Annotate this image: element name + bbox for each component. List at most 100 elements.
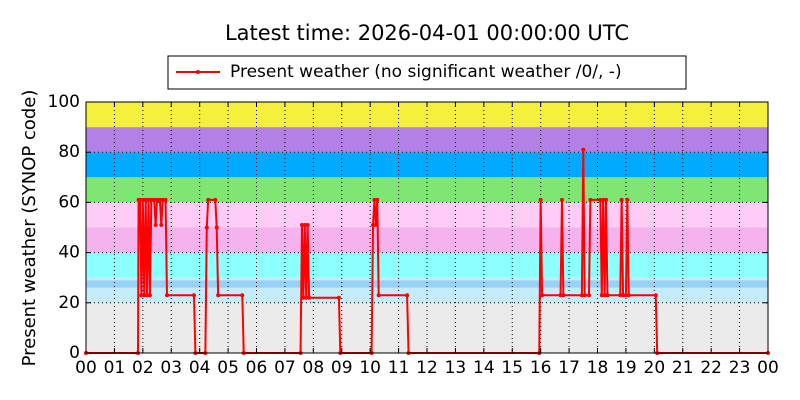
point — [540, 293, 545, 298]
point — [621, 293, 626, 298]
x-tick-label: 16 — [530, 358, 552, 378]
point — [139, 293, 144, 298]
y-tick-label: 40 — [58, 243, 80, 263]
point — [601, 197, 606, 202]
point — [559, 197, 564, 202]
x-tick-label: 20 — [644, 358, 666, 378]
x-tick-label: 00 — [757, 358, 779, 378]
band — [86, 280, 768, 288]
y-tick-label: 20 — [58, 293, 80, 313]
point — [604, 197, 609, 202]
point — [599, 293, 604, 298]
x-tick-label: 10 — [359, 358, 381, 378]
bands — [86, 102, 768, 353]
point — [147, 293, 152, 298]
point — [653, 293, 658, 298]
point — [140, 197, 145, 202]
point — [214, 225, 219, 230]
point — [149, 197, 154, 202]
point — [623, 293, 628, 298]
x-tick-label: 09 — [331, 358, 353, 378]
y-tick-label: 60 — [58, 192, 80, 212]
point — [142, 293, 147, 298]
point — [163, 197, 168, 202]
point — [216, 293, 221, 298]
x-tick-label: 17 — [558, 358, 580, 378]
band — [86, 152, 768, 178]
x-tick-label: 05 — [217, 358, 239, 378]
point — [618, 293, 623, 298]
x-tick-label: 23 — [729, 358, 751, 378]
x-tick-label: 21 — [672, 358, 694, 378]
point — [336, 295, 341, 300]
legend: Present weather (no significant weather … — [176, 62, 622, 82]
point — [619, 197, 624, 202]
y-tick-label: 100 — [48, 92, 80, 112]
point — [371, 222, 376, 227]
point — [375, 197, 380, 202]
point — [302, 222, 307, 227]
x-tick-label: 08 — [303, 358, 325, 378]
x-tick-label: 12 — [416, 358, 438, 378]
point — [605, 293, 610, 298]
x-tick-label: 01 — [104, 358, 126, 378]
point — [299, 222, 304, 227]
x-tick-label: 03 — [160, 358, 182, 378]
point — [213, 197, 218, 202]
legend-label: Present weather (no significant weather … — [230, 62, 622, 82]
point — [204, 225, 209, 230]
chart-title: Latest time: 2026-04-01 00:00:00 UTC — [225, 21, 629, 45]
point — [160, 197, 165, 202]
x-tick-label: 00 — [75, 358, 97, 378]
x-tick-label: 15 — [501, 358, 523, 378]
point — [206, 197, 211, 202]
point — [372, 197, 377, 202]
axes: 0 20 40 60 80 100 00 01 02 03 04 05 06 07 08 09 10 11 12 13… — [48, 92, 779, 378]
point — [143, 197, 148, 202]
x-tick-label: 14 — [473, 358, 495, 378]
point — [145, 293, 150, 298]
point — [137, 197, 142, 202]
point — [164, 293, 169, 298]
point — [157, 197, 162, 202]
legend-marker — [196, 70, 200, 74]
point — [538, 197, 543, 202]
point — [588, 197, 593, 202]
point — [240, 293, 245, 298]
point — [155, 197, 160, 202]
point — [561, 293, 566, 298]
point — [581, 147, 586, 152]
point — [579, 293, 584, 298]
point — [153, 222, 158, 227]
x-tick-label: 22 — [700, 358, 722, 378]
point — [558, 293, 563, 298]
x-tick-label: 07 — [274, 358, 296, 378]
band — [86, 287, 768, 303]
x-tick-label: 04 — [189, 358, 211, 378]
point — [602, 293, 607, 298]
point — [625, 197, 630, 202]
x-tick-label: 02 — [132, 358, 154, 378]
point — [373, 222, 378, 227]
band — [86, 127, 768, 153]
point — [598, 197, 603, 202]
point — [305, 222, 310, 227]
band — [86, 227, 768, 253]
y-tick-label: 0 — [69, 343, 80, 363]
point — [307, 295, 312, 300]
point — [304, 295, 309, 300]
point — [586, 293, 591, 298]
x-tick-label: 11 — [388, 358, 410, 378]
x-tick-label: 18 — [587, 358, 609, 378]
point — [152, 197, 157, 202]
point — [376, 293, 381, 298]
x-tick-label: 13 — [445, 358, 467, 378]
point — [159, 222, 164, 227]
point — [582, 293, 587, 298]
point — [191, 293, 196, 298]
y-axis-label: Present weather (SYNOP code) — [19, 90, 40, 367]
point — [626, 293, 631, 298]
x-tick-label: 06 — [246, 358, 268, 378]
